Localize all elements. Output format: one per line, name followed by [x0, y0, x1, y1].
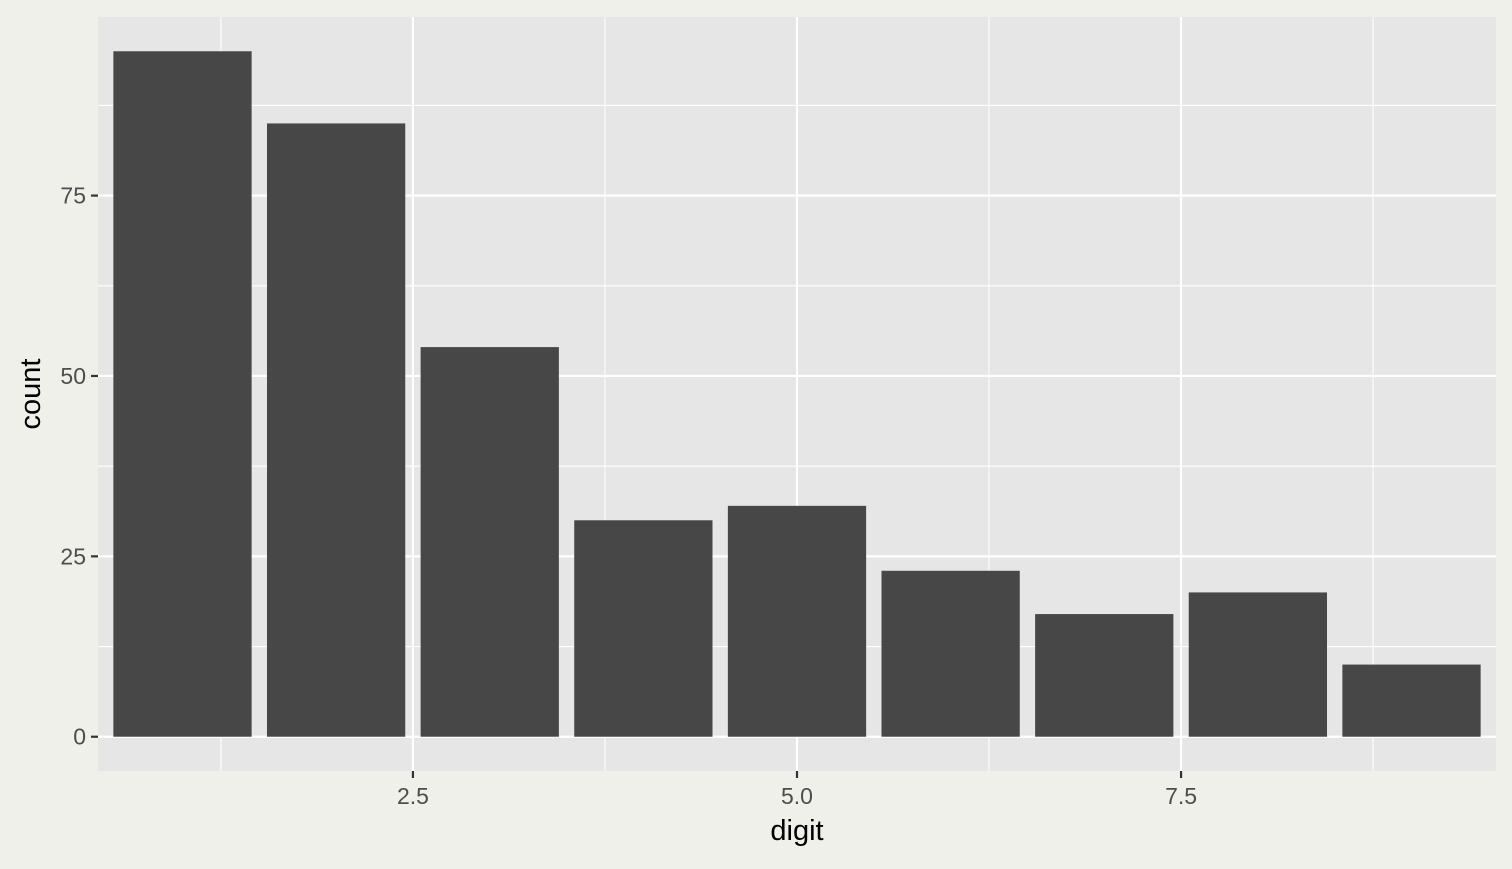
bar-4: [574, 520, 713, 737]
bars: [113, 51, 1481, 737]
bar-6: [881, 570, 1020, 737]
bar-2: [266, 123, 406, 737]
x-tick-label: 5.0: [781, 783, 813, 809]
bar-8: [1188, 592, 1328, 737]
bar-5: [727, 505, 867, 737]
y-tick-label: 50: [60, 363, 86, 389]
x-axis: 2.5 5.0 7.5: [397, 771, 1197, 809]
bar-9: [1342, 664, 1481, 737]
y-axis: 0 25 50 75: [60, 183, 98, 750]
y-tick-label: 0: [73, 724, 86, 750]
x-axis-label: digit: [770, 815, 823, 847]
x-tick-label: 7.5: [1165, 783, 1197, 809]
y-axis-label: count: [15, 359, 47, 430]
x-tick-label: 2.5: [397, 783, 429, 809]
bar-1: [113, 51, 252, 737]
y-tick-label: 25: [60, 543, 86, 569]
bar-3: [420, 347, 559, 737]
bar-7: [1035, 614, 1174, 737]
y-tick-label: 75: [60, 183, 86, 209]
